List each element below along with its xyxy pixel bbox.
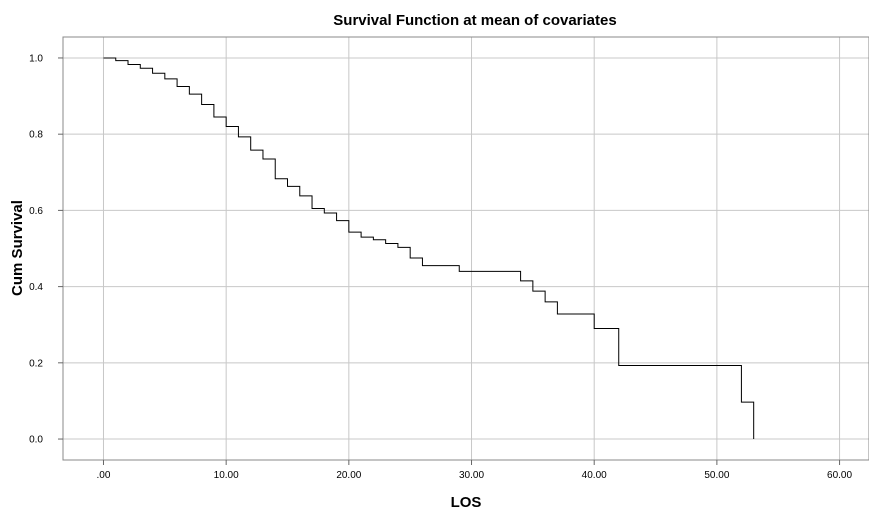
y-tick-label: 0.4	[29, 282, 43, 293]
y-tick-label: 0.6	[29, 206, 43, 217]
y-tick-label: 0.8	[29, 130, 43, 141]
grid-lines	[63, 37, 869, 460]
axis-ticks: .00 10.00 20.00 30.00 40.00 50.00 60.00 0.0 0.2 0…	[29, 53, 852, 481]
y-axis-label: Cum Survival	[9, 200, 26, 296]
y-tick-label: 1.0	[29, 53, 43, 64]
survival-curve-group	[103, 57, 755, 440]
x-tick-label: .00	[97, 470, 111, 481]
y-tick-label: 0.0	[29, 435, 43, 446]
y-tick-label: 0.2	[29, 358, 43, 369]
x-tick-label: 20.00	[336, 470, 361, 481]
survival-step-line	[103, 57, 755, 440]
x-tick-label: 10.00	[214, 470, 239, 481]
x-tick-label: 60.00	[827, 470, 852, 481]
x-tick-label: 40.00	[582, 470, 607, 481]
plot-frame	[62, 36, 869, 461]
x-tick-label: 30.00	[459, 470, 484, 481]
x-axis-label: LOS	[451, 494, 482, 511]
x-tick-label: 50.00	[704, 470, 729, 481]
chart-title: Survival Function at mean of covariates	[333, 12, 616, 29]
